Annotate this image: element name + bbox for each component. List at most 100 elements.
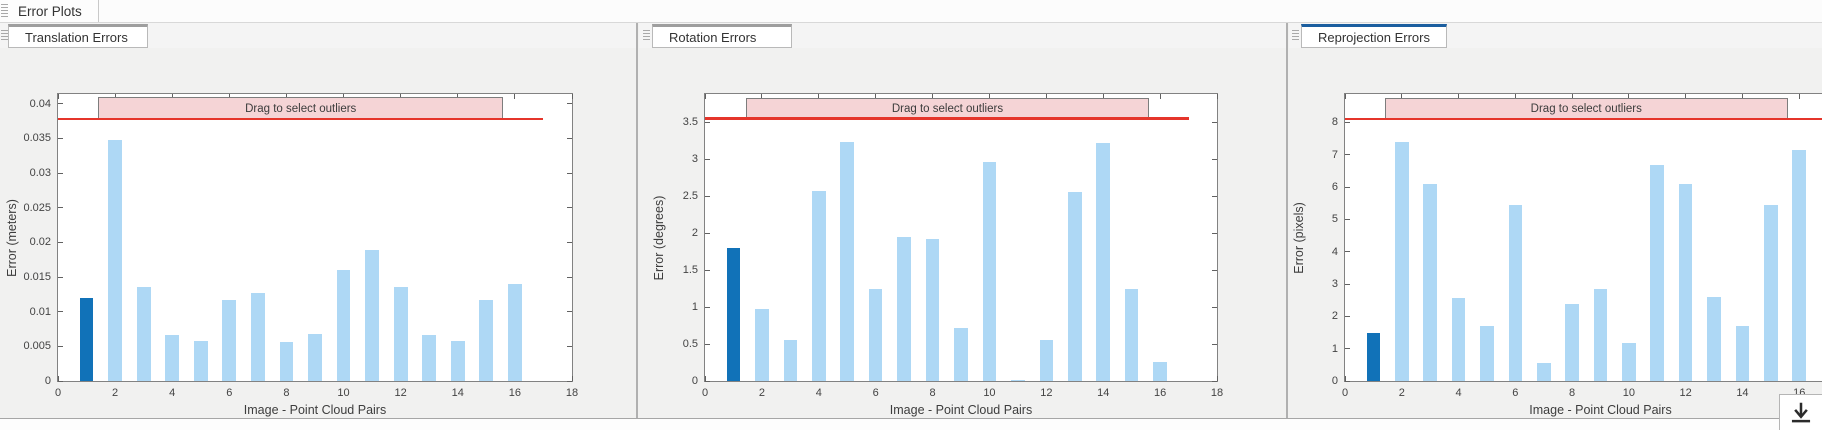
- panel-grip-icon[interactable]: [1292, 30, 1299, 42]
- y-tick-mark: [1212, 121, 1217, 123]
- x-tick-mark: [1216, 376, 1218, 381]
- error-bar[interactable]: [393, 287, 408, 381]
- error-bar[interactable]: [868, 288, 883, 381]
- export-button[interactable]: [1779, 394, 1822, 430]
- error-bar[interactable]: [1508, 204, 1523, 381]
- error-bar[interactable]: [508, 283, 522, 381]
- outlier-drag-band[interactable]: Drag to select outliers: [1384, 97, 1788, 120]
- error-bar[interactable]: [1764, 205, 1778, 381]
- error-bar[interactable]: [1480, 326, 1494, 381]
- error-bar[interactable]: [450, 340, 465, 381]
- error-bar[interactable]: [982, 162, 997, 381]
- x-tick-mark: [57, 94, 59, 99]
- error-bar[interactable]: [1565, 304, 1579, 381]
- error-bar[interactable]: [336, 270, 351, 381]
- error-bar[interactable]: [783, 339, 798, 381]
- y-tick-label: 0.005: [23, 340, 51, 353]
- outlier-drag-band[interactable]: Drag to select outliers: [97, 97, 504, 119]
- error-bar[interactable]: [925, 238, 940, 381]
- error-bar[interactable]: [1394, 141, 1409, 381]
- x-tick-mark: [704, 94, 706, 99]
- x-tick-label: 12: [394, 387, 407, 399]
- error-bar[interactable]: [165, 334, 180, 381]
- error-bar[interactable]: [1011, 379, 1025, 381]
- tab-reprojection-errors[interactable]: Reprojection Errors: [1301, 24, 1447, 48]
- error-bar[interactable]: [1067, 191, 1082, 381]
- panel-grip-icon[interactable]: [1, 30, 8, 42]
- translation-errors-chart[interactable]: 0 2 4 6 8 10 12 14 16 18 0 0.005 0.01 0.015 0.02 0.025 0…: [5, 93, 578, 417]
- error-bar[interactable]: [1423, 183, 1437, 381]
- y-tick-mark: [1212, 380, 1217, 382]
- y-axis-label: Error (degrees): [652, 195, 666, 280]
- error-bar[interactable]: [1593, 288, 1608, 381]
- panel-grip-icon[interactable]: [643, 30, 650, 42]
- error-bar[interactable]: [108, 140, 122, 381]
- error-bar[interactable]: [897, 236, 911, 381]
- y-tick-label: 7: [1331, 148, 1338, 161]
- error-bar[interactable]: [308, 333, 322, 381]
- error-bar[interactable]: [251, 292, 265, 381]
- y-tick-mark: [1212, 343, 1217, 345]
- panel-divider[interactable]: [1286, 22, 1288, 430]
- error-bar[interactable]: [1735, 326, 1750, 381]
- translation-errors-panel: Translation Errors 0 2 4 6 8 10 12 14 16 18 0 0.005…: [0, 22, 637, 430]
- y-tick-mark: [567, 276, 572, 278]
- rotation-errors-tab-row: Rotation Errors: [639, 22, 1287, 48]
- error-bar[interactable]: [1366, 332, 1381, 381]
- error-bar[interactable]: [1153, 361, 1167, 381]
- error-bar[interactable]: [79, 297, 94, 381]
- error-bar[interactable]: [136, 287, 151, 381]
- outlier-drag-band[interactable]: Drag to select outliers: [746, 98, 1149, 119]
- x-axis-label: Image - Point Cloud Pairs: [243, 403, 387, 417]
- outlier-threshold-line[interactable]: [58, 117, 544, 121]
- x-tick-label: 10: [983, 387, 996, 399]
- y-tick-label: 1: [691, 301, 698, 314]
- x-tick-mark: [171, 94, 173, 99]
- y-tick-label: 5: [1331, 213, 1338, 226]
- error-bar[interactable]: [1039, 339, 1054, 381]
- y-tick-mark: [58, 103, 63, 105]
- error-bar[interactable]: [726, 247, 741, 381]
- error-bar[interactable]: [422, 334, 437, 381]
- error-bar[interactable]: [222, 299, 237, 381]
- error-bar[interactable]: [755, 308, 769, 381]
- error-bar[interactable]: [1622, 342, 1636, 381]
- error-bar[interactable]: [811, 190, 826, 381]
- outlier-threshold-line[interactable]: [705, 117, 1189, 120]
- x-tick-mark: [704, 376, 706, 381]
- error-bar[interactable]: [193, 340, 208, 381]
- x-tick-mark: [571, 376, 573, 381]
- error-bar[interactable]: [1096, 142, 1111, 381]
- panel-divider[interactable]: [636, 22, 638, 430]
- error-bar[interactable]: [1124, 288, 1139, 381]
- reprojection-errors-chart[interactable]: 024681012141618012345678Drag to select o…: [1292, 93, 1822, 417]
- y-tick-mark: [705, 195, 710, 197]
- rotation-errors-chart[interactable]: 0 2 4 6 8 10 12 14 16 18 0 0.5 1 1.5 2 2.5 3 3.5 Drag to s…: [652, 93, 1223, 417]
- error-bar[interactable]: [1792, 149, 1807, 381]
- y-tick-mark: [705, 269, 710, 271]
- error-bar[interactable]: [1451, 297, 1466, 381]
- tab-bar-grip-icon[interactable]: [1, 4, 8, 18]
- y-tick-mark: [1212, 269, 1217, 271]
- x-tick-label: 2: [758, 387, 765, 399]
- y-tick-mark: [705, 380, 710, 382]
- error-bar[interactable]: [840, 142, 855, 381]
- y-tick-mark: [58, 380, 63, 382]
- tab-error-plots[interactable]: Error Plots: [8, 0, 99, 22]
- y-tick-mark: [567, 103, 572, 105]
- y-tick-mark: [705, 343, 710, 345]
- y-tick-label: 0.015: [23, 271, 51, 283]
- y-tick-label: 1.5: [682, 264, 698, 277]
- error-bar[interactable]: [365, 249, 379, 381]
- error-bar[interactable]: [1707, 296, 1721, 381]
- tab-translation-errors[interactable]: Translation Errors: [8, 24, 148, 48]
- outlier-threshold-line[interactable]: [1345, 117, 1822, 121]
- tab-rotation-errors[interactable]: Rotation Errors: [652, 24, 792, 48]
- x-tick-mark: [1514, 94, 1516, 99]
- error-bar[interactable]: [479, 299, 494, 381]
- error-bar[interactable]: [1650, 165, 1665, 381]
- error-bar[interactable]: [1678, 184, 1693, 381]
- error-bar[interactable]: [279, 342, 294, 381]
- error-bar[interactable]: [1536, 363, 1551, 381]
- error-bar[interactable]: [954, 328, 968, 381]
